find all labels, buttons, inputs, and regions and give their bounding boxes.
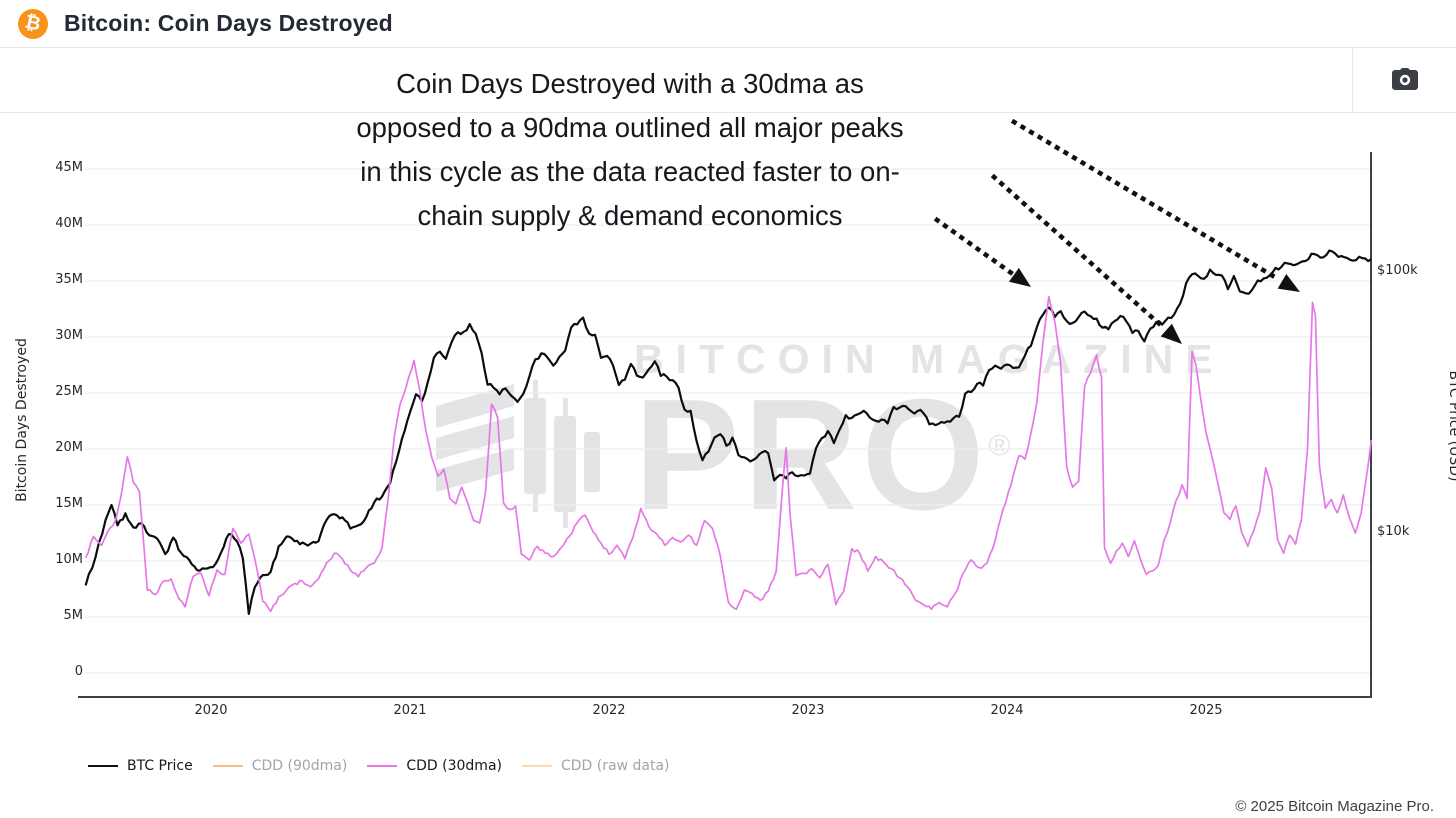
screenshot-button[interactable] xyxy=(1388,64,1422,97)
legend-label: CDD (30dma) xyxy=(406,758,502,774)
legend-swatch xyxy=(88,765,118,767)
left-axis-tick: 20M xyxy=(55,440,83,455)
watermark-text: BITCOIN MAGAZINE xyxy=(634,336,1225,382)
title-bar: ₿ Bitcoin: Coin Days Destroyed xyxy=(0,0,1456,48)
left-axis-tick: 25M xyxy=(55,384,83,399)
right-axis-tick: $10k xyxy=(1377,524,1410,539)
left-axis-tick: 5M xyxy=(63,608,84,623)
page-title: Bitcoin: Coin Days Destroyed xyxy=(64,10,393,36)
left-axis-tick: 35M xyxy=(55,272,83,287)
left-axis-tick: 40M xyxy=(55,216,83,231)
right-axis-tick: $100k xyxy=(1377,263,1418,278)
right-axis-title: BTC Price (USD) xyxy=(1446,370,1456,482)
legend-label: CDD (90dma) xyxy=(251,758,348,774)
legend-swatch xyxy=(367,765,398,767)
bitcoin-icon: ₿ xyxy=(18,8,48,39)
copyright-text: © 2025 Bitcoin Magazine Pro. xyxy=(1235,798,1434,815)
legend-item-cdd-30dma[interactable]: CDD (30dma) xyxy=(367,758,502,774)
left-axis-tick: 10M xyxy=(55,552,83,567)
camera-cell xyxy=(1352,48,1456,113)
chart-annotation: Coin Days Destroyed with a 30dma as oppo… xyxy=(255,62,1005,238)
annotation-line: opposed to a 90dma outlined all major pe… xyxy=(356,112,904,143)
x-axis-tick: 2020 xyxy=(194,703,228,718)
x-axis-tick: 2025 xyxy=(1189,703,1223,718)
annotation-line: in this cycle as the data reacted faster… xyxy=(360,156,900,187)
legend-item-cdd-raw-data[interactable]: CDD (raw data) xyxy=(522,758,669,774)
left-axis-tick: 30M xyxy=(55,328,83,343)
x-axis-tick: 2021 xyxy=(393,703,427,718)
legend-item-btc-price[interactable]: BTC Price xyxy=(88,758,193,774)
left-axis-tick: 15M xyxy=(55,496,83,511)
legend: BTC Price CDD (90dma) CDD (30dma) CDD (raw … xyxy=(88,758,669,774)
legend-swatch xyxy=(522,765,552,767)
watermark: BITCOIN MAGAZINE PRO® xyxy=(436,336,1225,540)
left-axis-tick: 0 xyxy=(74,664,83,679)
watermark-pro-text: PRO® xyxy=(634,367,1015,543)
left-axis-tick: 45M xyxy=(55,160,83,175)
annotation-line: chain supply & demand economics xyxy=(417,200,843,231)
x-axis-tick: 2024 xyxy=(990,703,1024,718)
legend-label: CDD (raw data) xyxy=(561,758,670,774)
camera-icon xyxy=(1391,68,1418,90)
x-axis-tick: 2022 xyxy=(592,703,626,718)
bitcoin-magazine-logo-icon xyxy=(436,380,600,528)
legend-swatch xyxy=(212,765,243,767)
legend-label: BTC Price xyxy=(127,758,193,774)
x-axis-tick: 2023 xyxy=(791,703,825,718)
legend-item-cdd-90dma[interactable]: CDD (90dma) xyxy=(212,758,348,774)
chart-toolbar xyxy=(0,48,1456,113)
annotation-line: Coin Days Destroyed with a 30dma as xyxy=(396,68,864,99)
